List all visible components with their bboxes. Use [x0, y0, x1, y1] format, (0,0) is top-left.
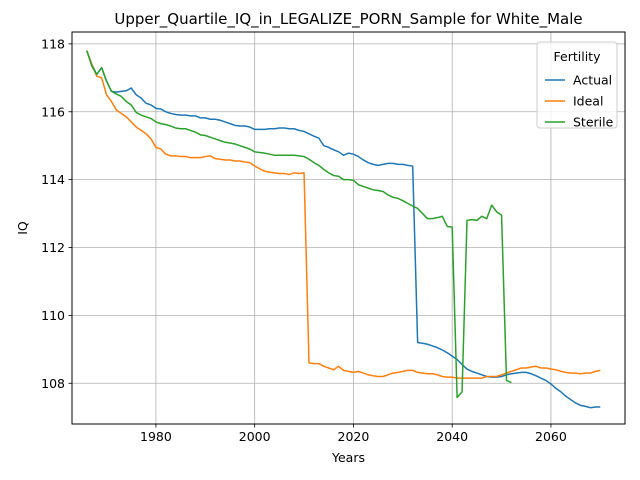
legend-label-ideal: Ideal: [573, 94, 603, 109]
series-layer: [86, 50, 601, 409]
series-line-actual: [86, 50, 601, 409]
legend-label-actual: Actual: [573, 73, 612, 88]
y-tick-label: 118: [41, 36, 65, 51]
x-tick-label: 2020: [338, 429, 370, 444]
legend-label-sterile: Sterile: [573, 115, 614, 130]
legend-title: Fertility: [554, 49, 602, 64]
x-axis-label: Years: [331, 450, 365, 465]
grid-layer: [72, 32, 625, 424]
series-line-ideal: [86, 50, 601, 379]
y-tick-label: 114: [41, 172, 65, 187]
x-tick-label: 1980: [140, 429, 172, 444]
legend-box: [536, 41, 618, 129]
y-tick-label: 116: [41, 104, 65, 119]
legend-entries: Actual Ideal Sterile: [545, 73, 614, 130]
y-tick-label: 108: [41, 376, 65, 391]
chart-title: Upper_Quartile_IQ_in_LEGALIZE_PORN_Sampl…: [114, 10, 582, 29]
y-tick-label: 110: [41, 308, 65, 323]
legend: Fertility Actual Ideal Sterile: [536, 41, 618, 130]
y-axis-label: IQ: [15, 221, 30, 235]
series-line-sterile: [86, 50, 512, 399]
x-tick-label: 2060: [535, 429, 567, 444]
y-tick-label: 112: [41, 240, 65, 255]
plot-area-frame: [71, 31, 626, 425]
x-tick-label: 2000: [239, 429, 271, 444]
tick-layer: 1980 2000 2020 2040 2060 108 110 112 114 116 118: [41, 36, 567, 444]
x-tick-label: 2040: [436, 429, 468, 444]
